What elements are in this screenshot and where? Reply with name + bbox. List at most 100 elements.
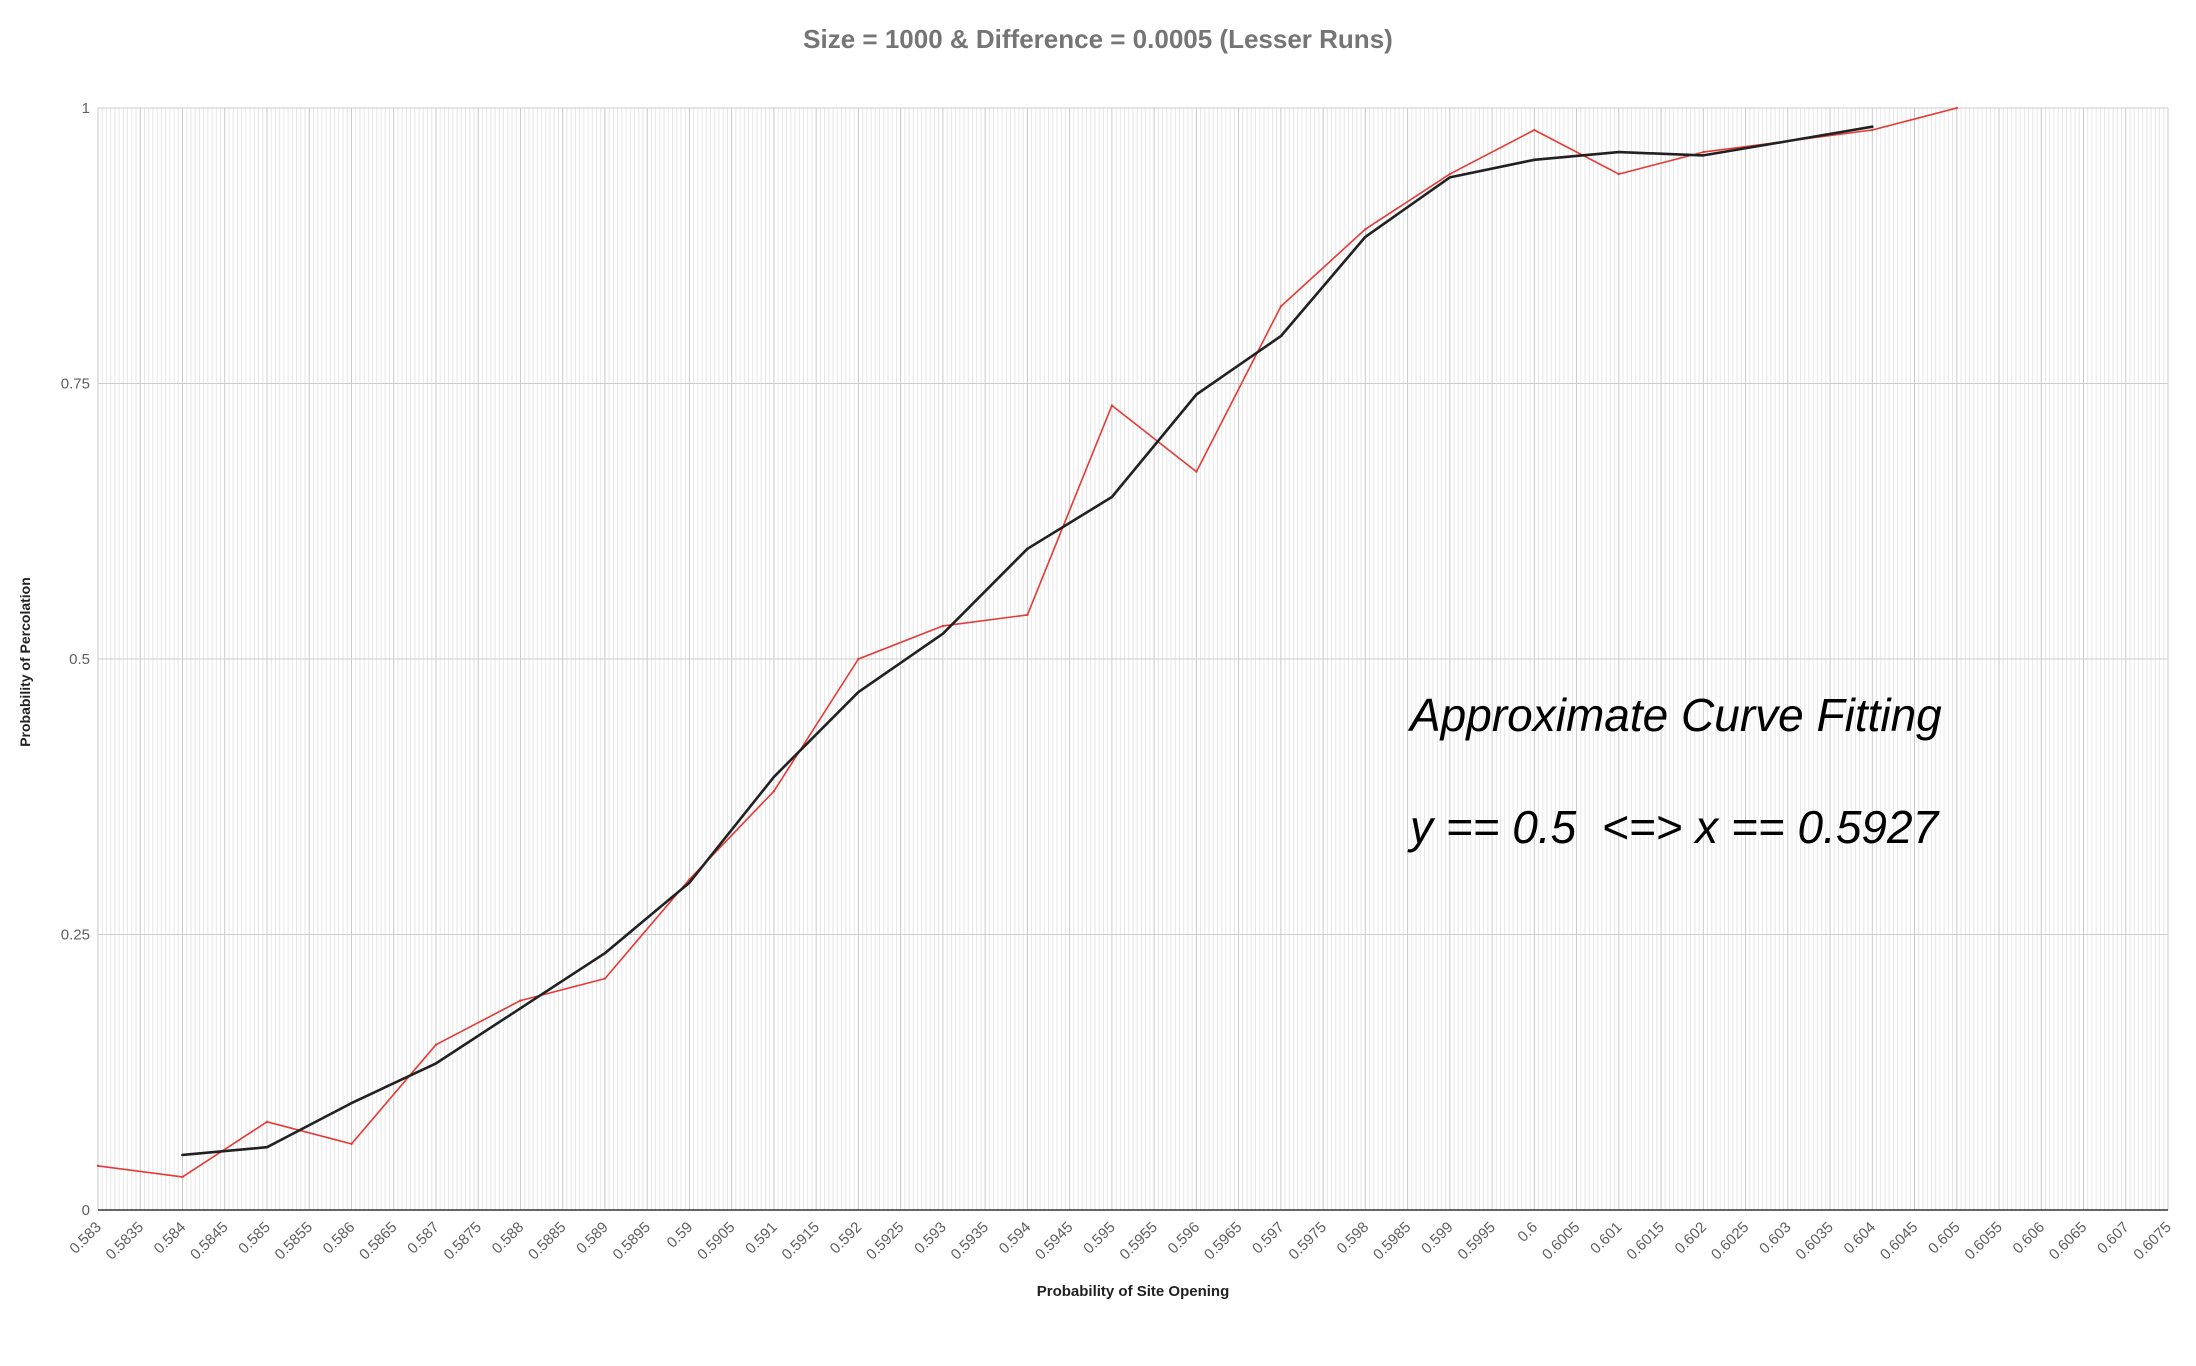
x-tick-label: 0.6045 — [1877, 1219, 1921, 1263]
x-tick-label: 0.5845 — [187, 1219, 231, 1263]
series-1-point — [1702, 150, 1705, 154]
x-tick-label: 0.5895 — [610, 1219, 654, 1263]
x-tick-label: 0.6035 — [1792, 1219, 1836, 1263]
series-1-point — [1026, 613, 1029, 617]
series-2-point — [1448, 176, 1452, 179]
y-tick-label: 0 — [82, 1202, 90, 1219]
series-1-point — [1955, 106, 1958, 110]
x-tick-label: 0.5995 — [1454, 1219, 1498, 1263]
y-tick-label: 1 — [82, 100, 90, 117]
x-tick-label: 0.606 — [2010, 1219, 2049, 1258]
x-tick-label: 0.604 — [1841, 1219, 1880, 1258]
x-tick-label: 0.6065 — [2046, 1219, 2090, 1263]
x-tick-label: 0.595 — [1080, 1219, 1119, 1258]
series-1-point — [941, 624, 945, 628]
x-tick-label: 0.599 — [1418, 1219, 1457, 1258]
x-tick-label: 0.602 — [1672, 1219, 1711, 1258]
series-2-point — [1871, 125, 1874, 128]
series-2-point — [1195, 393, 1198, 396]
x-tick-label: 0.584 — [151, 1219, 190, 1258]
series-1-point — [1533, 128, 1536, 132]
series-1-point — [519, 999, 522, 1002]
x-tick-label: 0.592 — [827, 1219, 866, 1258]
x-tick-label: 0.594 — [996, 1219, 1035, 1258]
x-tick-label: 0.5975 — [1285, 1219, 1329, 1263]
y-tick-label: 0.75 — [61, 376, 90, 393]
series-layer — [96, 106, 1958, 1179]
annotation-curve-fitting: Approximate Curve Fitting — [1407, 689, 1942, 741]
x-tick-label: 0.5855 — [272, 1219, 316, 1263]
x-tick-label: 0.605 — [1925, 1219, 1964, 1258]
y-tick-labels: 0 0.25 0.5 0.75 1 — [61, 100, 90, 1219]
series-1-point — [96, 1164, 100, 1168]
x-tick-label: 0.5905 — [694, 1219, 738, 1263]
series-2-point — [1026, 547, 1029, 550]
x-tick-label: 0.603 — [1756, 1219, 1795, 1258]
x-tick-label: 0.586 — [320, 1219, 359, 1258]
x-tick-label: 0.607 — [2094, 1219, 2133, 1258]
series-2-point — [688, 881, 691, 884]
x-tick-label: 0.5875 — [441, 1219, 485, 1263]
x-tick-label: 0.6005 — [1539, 1219, 1583, 1263]
y-tick-label: 0.25 — [61, 927, 90, 944]
x-tick-label: 0.585 — [235, 1219, 274, 1258]
series-2-point — [857, 690, 860, 694]
x-tick-label: 0.5945 — [1032, 1219, 1076, 1263]
y-axis-title: Probability of Percolation — [17, 577, 33, 747]
series-2-point — [350, 1101, 353, 1105]
x-tick-label: 0.6025 — [1708, 1219, 1752, 1263]
x-tick-label: 0.6015 — [1623, 1219, 1667, 1263]
chart-title: Size = 1000 & Difference = 0.0005 (Lesse… — [803, 24, 1393, 54]
x-tick-label: 0.591 — [742, 1219, 781, 1258]
series-2-point — [1364, 235, 1367, 239]
major-grid — [97, 107, 2169, 1210]
x-tick-label: 0.5865 — [356, 1219, 400, 1263]
series-2-point — [434, 1062, 438, 1065]
series-1-point — [1871, 128, 1874, 132]
x-tick-label: 0.589 — [573, 1219, 612, 1258]
series-1-point — [772, 790, 776, 793]
series-1-point — [265, 1120, 269, 1124]
series-2-point — [1110, 495, 1114, 499]
x-axis-title: Probability of Site Opening — [1037, 1283, 1230, 1300]
series-2-point — [1786, 139, 1789, 143]
x-tick-label: 0.587 — [404, 1219, 443, 1258]
x-tick-label: 0.59 — [664, 1219, 697, 1252]
x-tick-label: 0.5915 — [779, 1219, 823, 1263]
series-1-point — [434, 1043, 438, 1046]
series-2-point — [603, 952, 607, 955]
series-2-point — [1617, 150, 1621, 154]
series-1-point — [181, 1175, 184, 1179]
series-2-point — [519, 1007, 522, 1010]
series-2-point — [941, 632, 945, 635]
x-tick-label: 0.5965 — [1201, 1219, 1245, 1263]
series-1-point — [1110, 404, 1114, 407]
series-1-point — [350, 1142, 353, 1146]
series-1-point — [603, 977, 607, 980]
x-tick-label: 0.593 — [911, 1219, 950, 1258]
x-tick-label: 0.5835 — [103, 1219, 147, 1263]
series-1-point — [1364, 228, 1367, 231]
series-2-point — [1533, 158, 1536, 161]
series-2-point — [1279, 334, 1283, 338]
x-tick-label: 0.601 — [1587, 1219, 1626, 1258]
x-tick-label: 0.5935 — [948, 1219, 992, 1263]
series-2-point — [265, 1145, 269, 1149]
x-tick-label: 0.6075 — [2130, 1219, 2174, 1263]
x-tick-label: 0.6055 — [1961, 1219, 2005, 1263]
x-tick-label: 0.598 — [1334, 1219, 1373, 1258]
series-1-point — [857, 657, 860, 661]
series-1-point — [1279, 305, 1283, 308]
x-tick-label: 0.6 — [1514, 1219, 1541, 1246]
x-tick-label: 0.5955 — [1116, 1219, 1160, 1263]
series-1-point — [1195, 470, 1198, 473]
x-tick-label: 0.583 — [66, 1219, 105, 1258]
x-tick-label: 0.596 — [1165, 1219, 1204, 1258]
annotation-equation: y == 0.5 <=> x == 0.5927 — [1407, 801, 1940, 853]
series-2-point — [772, 775, 776, 779]
x-tick-label: 0.597 — [1249, 1219, 1288, 1258]
x-tick-label: 0.588 — [489, 1219, 528, 1258]
series-1-point — [1448, 172, 1452, 176]
